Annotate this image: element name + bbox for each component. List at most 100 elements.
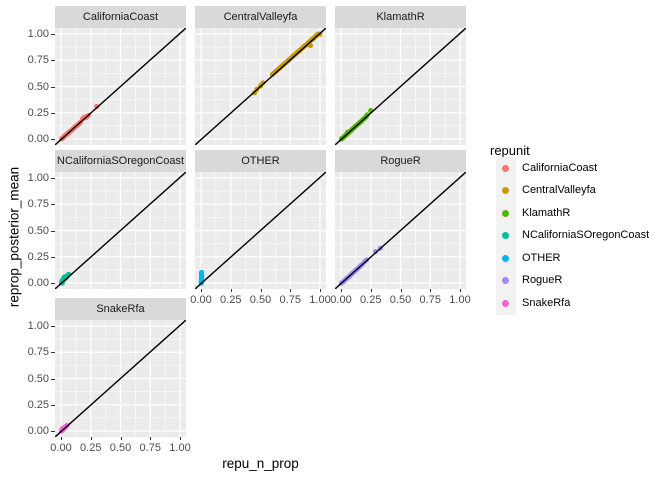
x-tick-mark — [180, 437, 181, 440]
x-tick-label: 0.75 — [139, 442, 161, 454]
x-tick-mark — [150, 437, 152, 440]
facet-panel-OTHER — [195, 172, 326, 289]
facet-panel-SnakeRfa — [55, 320, 186, 437]
legend-label: SnakeRfa — [522, 296, 571, 309]
facet-strip-label: KlamathR — [376, 11, 425, 23]
x-tick-mark — [400, 289, 402, 292]
x-tick-mark — [120, 437, 122, 440]
x-tick-label: 0.00 — [190, 294, 212, 306]
x-tick-mark — [370, 289, 372, 292]
legend-label: KlamathR — [522, 206, 571, 219]
x-tick-label: 0.25 — [360, 294, 382, 306]
y-tick-label: 1.00 — [27, 28, 49, 40]
y-tick-label: 0.25 — [27, 250, 49, 263]
x-tick-mark — [320, 289, 321, 292]
x-tick-label: 0.25 — [220, 294, 242, 306]
identity-line — [55, 28, 186, 145]
facet-panel-KlamathR — [335, 28, 466, 145]
x-tick-mark — [260, 289, 262, 292]
facet-panel-NCaliforniaSOregonCoast — [55, 172, 186, 289]
y-tick-mark — [51, 230, 55, 232]
legend-label: OTHER — [522, 251, 561, 264]
x-tick-label: 0.00 — [330, 294, 352, 306]
y-tick-mark — [51, 60, 55, 62]
x-tick-label: 1.00 — [449, 294, 471, 306]
identity-line — [195, 172, 326, 289]
y-tick-label: 0.75 — [27, 54, 49, 67]
facet-strip-label: SnakeRfa — [96, 303, 145, 315]
legend-swatch-icon — [502, 232, 509, 240]
y-tick-label: 0.50 — [27, 224, 49, 237]
scatter-point — [94, 103, 100, 110]
facet-panel-CaliforniaCoast — [55, 28, 186, 145]
x-tick-label: 0.50 — [389, 294, 412, 306]
y-tick-mark — [51, 378, 55, 380]
legend-label: CentralValleyfa — [522, 184, 596, 197]
x-tick-label: 1.00 — [169, 442, 191, 454]
legend-label: RogueR — [522, 274, 563, 287]
legend-swatch-icon — [502, 187, 509, 195]
y-tick-mark — [51, 178, 55, 179]
identity-line — [195, 28, 326, 145]
scatter-point — [198, 269, 205, 276]
facet-strip-KlamathR: KlamathR — [335, 6, 466, 28]
y-tick-mark — [51, 404, 55, 406]
x-tick-mark — [90, 437, 92, 440]
scatter-point — [372, 248, 379, 255]
x-tick-mark — [201, 289, 202, 292]
facet-strip-label: OTHER — [241, 155, 280, 167]
facet-strip-OTHER: OTHER — [195, 150, 326, 172]
y-tick-mark — [51, 86, 55, 88]
facet-strip-SnakeRfa: SnakeRfa — [55, 298, 186, 320]
x-tick-label: 1.00 — [309, 294, 331, 306]
y-tick-label: 0.75 — [27, 346, 49, 359]
y-axis-title: reprop_posterior_mean — [6, 166, 22, 308]
x-axis-title: repu_n_prop — [222, 456, 299, 471]
legend-title: repunit — [490, 143, 530, 158]
y-tick-mark — [51, 431, 55, 432]
y-tick-mark — [51, 326, 55, 327]
identity-line — [335, 28, 466, 145]
facet-panel-CentralValleyfa — [195, 28, 326, 145]
x-tick-label: 0.25 — [80, 442, 102, 454]
y-tick-label: 0.00 — [27, 133, 49, 145]
y-tick-label: 0.75 — [27, 198, 49, 211]
y-tick-mark — [51, 204, 55, 206]
identity-line — [55, 320, 186, 437]
facet-strip-label: NCaliforniaSOregonCoast — [56, 155, 185, 167]
legend-swatch-icon — [502, 299, 509, 307]
facet-strip-CentralValleyfa: CentralValleyfa — [195, 6, 326, 28]
y-tick-label: 0.50 — [27, 372, 49, 385]
x-tick-label: 0.00 — [50, 442, 72, 454]
legend-swatch-icon — [502, 277, 509, 285]
y-tick-mark — [51, 139, 55, 140]
y-tick-mark — [51, 283, 55, 284]
facet-strip-NCaliforniaSOregonCoast: NCaliforniaSOregonCoast — [55, 150, 186, 172]
y-tick-label: 0.00 — [27, 277, 49, 289]
y-tick-label: 0.25 — [27, 106, 49, 119]
x-tick-label: 0.75 — [419, 294, 441, 306]
legend-label: NCaliforniaSOregonCoast — [522, 229, 650, 242]
x-tick-mark — [430, 289, 432, 292]
y-tick-label: 0.25 — [27, 398, 49, 411]
y-tick-label: 1.00 — [27, 172, 49, 184]
x-tick-label: 0.50 — [109, 442, 132, 454]
scatter-point — [307, 42, 314, 49]
facet-strip-label: RogueR — [380, 155, 421, 167]
identity-line — [55, 172, 186, 289]
x-tick-mark — [460, 289, 461, 292]
x-tick-label: 0.50 — [249, 294, 272, 306]
legend-swatch-icon — [502, 164, 509, 172]
y-tick-label: 0.00 — [27, 425, 49, 437]
x-tick-label: 0.75 — [279, 294, 301, 306]
facet-strip-label: CentralValleyfa — [223, 11, 298, 23]
x-tick-mark — [61, 437, 62, 440]
facet-strip-CaliforniaCoast: CaliforniaCoast — [55, 6, 186, 28]
legend-label: CaliforniaCoast — [522, 161, 598, 174]
x-tick-mark — [230, 289, 232, 292]
scatter-point — [364, 112, 370, 118]
facet-panel-RogueR — [335, 172, 466, 289]
y-tick-label: 1.00 — [27, 320, 49, 332]
y-tick-mark — [51, 112, 55, 114]
